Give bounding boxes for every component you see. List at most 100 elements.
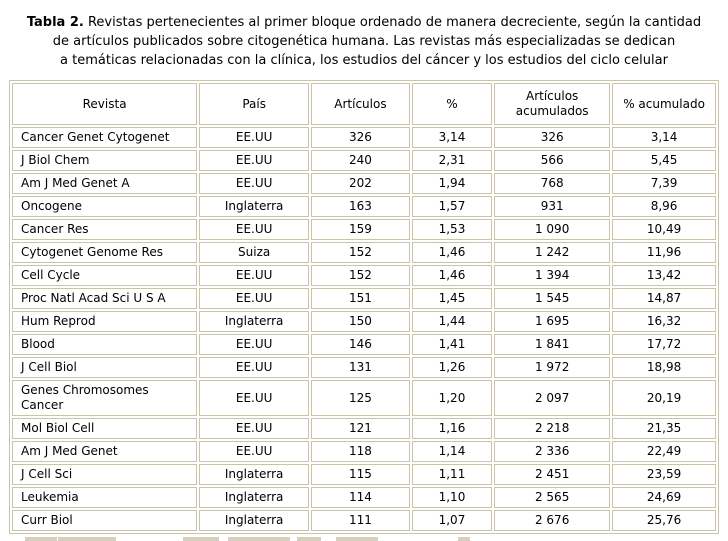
value-cell: 326: [494, 127, 611, 148]
value-cell: EE.UU: [199, 418, 310, 439]
value-cell: EE.UU: [199, 150, 310, 171]
journal-name-cell: Curr Biol: [12, 510, 198, 531]
column-header-2: País: [199, 83, 310, 125]
column-header-3: Artículos: [311, 83, 410, 125]
value-cell: 111: [311, 510, 410, 531]
value-cell: 114: [311, 487, 410, 508]
value-cell: 18,98: [612, 357, 716, 378]
value-cell: Inglaterra: [199, 487, 310, 508]
value-cell: 1,53: [411, 219, 493, 240]
value-cell: 1,94: [411, 173, 493, 194]
value-cell: EE.UU: [199, 265, 310, 286]
value-cell: 163: [311, 196, 410, 217]
value-cell: 8,96: [612, 196, 716, 217]
column-header-4: %: [411, 83, 493, 125]
value-cell: 1,46: [411, 242, 493, 263]
journal-name-cell: Cytogenet Genome Res: [12, 242, 198, 263]
value-cell: 2,31: [411, 150, 493, 171]
value-cell: 25,76: [612, 510, 716, 531]
table-row: Blood EE.UU 146 1,41 1 841 17,72: [12, 334, 716, 355]
column-header-6: % acumulado: [612, 83, 716, 125]
value-cell: Inglaterra: [199, 510, 310, 531]
value-cell: 1 695: [494, 311, 611, 332]
journal-name-cell: Oncogene: [12, 196, 198, 217]
value-cell: 2 451: [494, 464, 611, 485]
value-cell: 5,45: [612, 150, 716, 171]
journal-name-cell: Blood: [12, 334, 198, 355]
value-cell: 1,41: [411, 334, 493, 355]
value-cell: 17,72: [612, 334, 716, 355]
caption-line-2: de artículos publicados sobre citogenéti…: [52, 34, 676, 49]
value-cell: 125: [311, 380, 410, 416]
value-cell: 1,57: [411, 196, 493, 217]
journal-name-cell: Leukemia: [12, 487, 198, 508]
value-cell: 20,19: [612, 380, 716, 416]
value-cell: 3,14: [411, 127, 493, 148]
value-cell: 131: [311, 357, 410, 378]
value-cell: 152: [311, 265, 410, 286]
value-cell: EE.UU: [199, 173, 310, 194]
value-cell: 1 972: [494, 357, 611, 378]
value-cell: 14,87: [612, 288, 716, 309]
journals-table: Revista País Artículos% Artículos acumulado…: [9, 80, 719, 534]
value-cell: EE.UU: [199, 219, 310, 240]
value-cell: 1,46: [411, 265, 493, 286]
table-row: Curr Biol Inglaterra 111 1,07 2 676 25,76: [12, 510, 716, 531]
value-cell: 152: [311, 242, 410, 263]
value-cell: Suiza: [199, 242, 310, 263]
value-cell: Inglaterra: [199, 311, 310, 332]
column-header-1: Revista: [12, 83, 198, 125]
value-cell: 16,32: [612, 311, 716, 332]
value-cell: 1 090: [494, 219, 611, 240]
value-cell: EE.UU: [199, 380, 310, 416]
table-row: J Biol Chem EE.UU 240 2,31 566 5,45: [12, 150, 716, 171]
journal-name-cell: Proc Natl Acad Sci U S A: [12, 288, 198, 309]
value-cell: 1,10: [411, 487, 493, 508]
table-row: Genes Chromosomes Cancer EE.UU 125 1,20 2 09…: [12, 380, 716, 416]
value-cell: 931: [494, 196, 611, 217]
caption-line-3: a temáticas relacionadas con la clínica,…: [60, 53, 668, 68]
table-row: Hum Reprod Inglaterra 150 1,44 1 695 16,32: [12, 311, 716, 332]
value-cell: EE.UU: [199, 357, 310, 378]
value-cell: 2 218: [494, 418, 611, 439]
value-cell: 146: [311, 334, 410, 355]
value-cell: 11,96: [612, 242, 716, 263]
table-row: Cell Cycle EE.UU 152 1,46 1 394 13,42: [12, 265, 716, 286]
caption-line-1: Tabla 2. Revistas pertenecientes al prim…: [4, 13, 724, 32]
value-cell: 2 565: [494, 487, 611, 508]
value-cell: 13,42: [612, 265, 716, 286]
value-cell: 159: [311, 219, 410, 240]
value-cell: 118: [311, 441, 410, 462]
value-cell: 1,20: [411, 380, 493, 416]
table-row: J Cell Biol EE.UU 131 1,26 1 972 18,98: [12, 357, 716, 378]
value-cell: 566: [494, 150, 611, 171]
value-cell: EE.UU: [199, 334, 310, 355]
journal-name-cell: J Cell Sci: [12, 464, 198, 485]
journal-name-cell: J Cell Biol: [12, 357, 198, 378]
journal-name-cell: Cancer Res: [12, 219, 198, 240]
header-row: Revista País Artículos% Artículos acumulado…: [12, 83, 716, 125]
journal-name-cell: Genes Chromosomes Cancer: [12, 380, 198, 416]
table-caption: Tabla 2. Revistas pertenecientes al prim…: [4, 13, 724, 70]
value-cell: 1,11: [411, 464, 493, 485]
value-cell: 1 841: [494, 334, 611, 355]
value-cell: 202: [311, 173, 410, 194]
cutoff-content-artifact: [0, 536, 728, 541]
value-cell: 768: [494, 173, 611, 194]
value-cell: 2 336: [494, 441, 611, 462]
table-row: Cancer Genet Cytogenet EE.UU 326 3,14 326 3,1…: [12, 127, 716, 148]
journal-name-cell: Cancer Genet Cytogenet: [12, 127, 198, 148]
journal-name-cell: Am J Med Genet A: [12, 173, 198, 194]
caption-text-1: Revistas pertenecientes al primer bloque…: [87, 15, 702, 30]
value-cell: 150: [311, 311, 410, 332]
value-cell: 22,49: [612, 441, 716, 462]
journal-name-cell: Hum Reprod: [12, 311, 198, 332]
table-row: Proc Natl Acad Sci U S A EE.UU 151 1,45 1 54…: [12, 288, 716, 309]
journal-name-cell: Cell Cycle: [12, 265, 198, 286]
value-cell: 151: [311, 288, 410, 309]
value-cell: 121: [311, 418, 410, 439]
value-cell: 1,14: [411, 441, 493, 462]
table-row: J Cell Sci Inglaterra 115 1,11 2 451 23,59: [12, 464, 716, 485]
value-cell: 1,45: [411, 288, 493, 309]
